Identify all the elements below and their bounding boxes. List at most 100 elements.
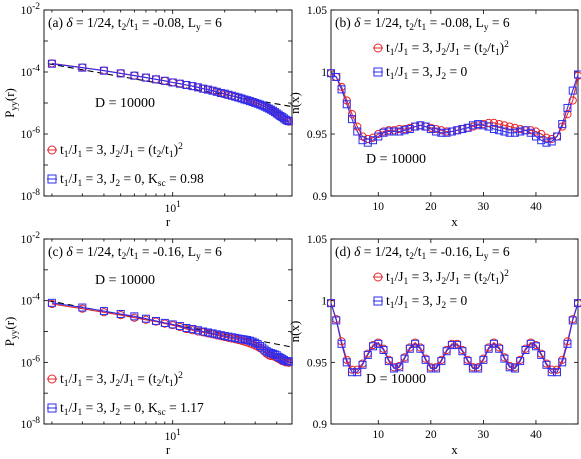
- data-point-square: [558, 120, 567, 129]
- legend-label-part: 1: [495, 277, 500, 287]
- x-tick-label: 10: [373, 429, 385, 441]
- panel-title-part: 2: [122, 252, 127, 262]
- data-point-square: [400, 354, 409, 363]
- data-point-square: [160, 318, 169, 327]
- legend-label-part: = 3, J: [82, 371, 115, 386]
- data-point-circle: [347, 110, 357, 119]
- data-point-square: [547, 368, 556, 377]
- legend-label-part: /J: [395, 40, 404, 55]
- panel-title-part: = 1/24, t: [73, 15, 122, 30]
- panel-title-part: = -0.16, L: [139, 244, 196, 259]
- x-tick-label: 10: [373, 201, 385, 213]
- legend-label-part: 2: [115, 408, 120, 418]
- y-tick-label: 0.9: [313, 419, 328, 431]
- legend-label: t1/J1 = 3, J2/J1 = (t2/t1)2: [60, 142, 183, 160]
- legend-label-part: 1: [390, 301, 395, 311]
- data-point-square: [474, 364, 483, 373]
- annotation-d: D = 10000: [366, 152, 426, 167]
- legend-label-part: 1: [455, 277, 460, 287]
- data-point-square: [384, 127, 393, 136]
- y-tick-label: 0.9: [313, 191, 328, 203]
- data-point-square: [463, 123, 472, 132]
- panel-title-part: δ: [354, 15, 361, 30]
- legend-label-part: 2: [441, 72, 446, 82]
- panel-title-part: 1: [134, 252, 139, 262]
- data-point-square: [208, 329, 217, 338]
- data-point-square: [130, 312, 139, 321]
- x-tick-label: 30: [478, 201, 490, 213]
- data-point-square: [390, 364, 399, 373]
- y-tick-label: 1.05: [307, 234, 327, 246]
- x-tick-label: 101: [165, 200, 182, 215]
- data-point-square: [208, 86, 217, 95]
- data-point-square: [390, 127, 399, 136]
- data-point-square: [526, 339, 535, 348]
- legend-label-part: 1: [404, 48, 409, 58]
- y-tick-label: 0.95: [307, 357, 327, 369]
- data-point-square: [484, 344, 493, 353]
- data-point-circle: [568, 96, 577, 105]
- y-tick-label: 10-4: [21, 64, 41, 79]
- legend-label-part: = (t: [460, 40, 483, 55]
- data-point-square: [542, 360, 551, 369]
- data-point-square: [484, 122, 493, 131]
- data-point-square: [432, 127, 441, 136]
- legend-label-part: 2: [483, 48, 488, 58]
- x-tick-label: 40: [530, 201, 542, 213]
- data-point-square: [547, 137, 556, 146]
- series-line-circle: [51, 303, 290, 364]
- series-line-square: [51, 302, 290, 363]
- legend-label-part: t: [386, 293, 390, 308]
- y-tick-label-part: -8: [32, 416, 40, 426]
- y-tick-label: 10-4: [21, 293, 41, 308]
- x-tick-label-part: 1: [176, 200, 181, 210]
- legend-label: t1/J1 = 3, J2 = 0, Ksc = 1.17: [60, 400, 204, 418]
- data-point-square: [78, 63, 87, 72]
- axes-box-b: [330, 9, 579, 197]
- panel-title: (b) δ = 1/24, t2/t1 = -0.08, Ly = 6: [335, 15, 510, 33]
- x-tick-label-part: 10: [165, 203, 177, 215]
- x-tick-label: 40: [530, 429, 542, 441]
- data-point-square: [489, 125, 498, 134]
- series-line-circle: [51, 62, 290, 123]
- y-axis-label: Pyy(r): [2, 317, 20, 347]
- data-point-square: [426, 364, 435, 373]
- data-point-square: [574, 299, 581, 308]
- legend-label-part: /t: [487, 40, 495, 55]
- legend-label-part: /J: [120, 142, 129, 157]
- panel-title-part: 2: [409, 23, 414, 33]
- data-point-square: [505, 363, 514, 372]
- data-point-square: [47, 59, 56, 68]
- legend-label-part: = 0: [446, 293, 467, 308]
- y-tick-label-part: -4: [32, 64, 40, 74]
- data-point-circle: [531, 127, 541, 136]
- data-point-square: [510, 364, 519, 373]
- x-tick-label: 101: [165, 428, 182, 443]
- data-point-square: [374, 339, 383, 348]
- y-tick-label-part: 10: [21, 5, 33, 17]
- data-point-square: [193, 326, 202, 335]
- data-point-square: [416, 121, 425, 130]
- annotation-d: D = 10000: [95, 96, 155, 111]
- y-axis-label-part: P: [2, 111, 17, 118]
- legend-label-part: /t: [487, 269, 495, 284]
- panel-title-part: y: [484, 23, 489, 33]
- legend-label-part: 1: [78, 150, 83, 160]
- legend-label-part: = 3, J: [408, 293, 441, 308]
- legend-label-part: 2: [504, 40, 509, 50]
- data-point-square: [395, 127, 404, 136]
- data-point-square: [442, 347, 451, 356]
- data-point-square: [416, 344, 425, 353]
- data-point-square: [505, 128, 514, 137]
- y-axis-label: n(x): [287, 92, 302, 114]
- y-tick-label-part: -2: [32, 231, 40, 241]
- y-tick-label: 10-2: [21, 2, 41, 17]
- data-point-square: [563, 103, 572, 112]
- y-tick-label: 10-2: [21, 231, 41, 246]
- legend-label-part: 1: [404, 301, 409, 311]
- legend-label-part: 2: [178, 371, 183, 381]
- legend-label-part: /J: [446, 40, 455, 55]
- data-point-square: [188, 82, 197, 91]
- panel-title-part: δ: [66, 15, 73, 30]
